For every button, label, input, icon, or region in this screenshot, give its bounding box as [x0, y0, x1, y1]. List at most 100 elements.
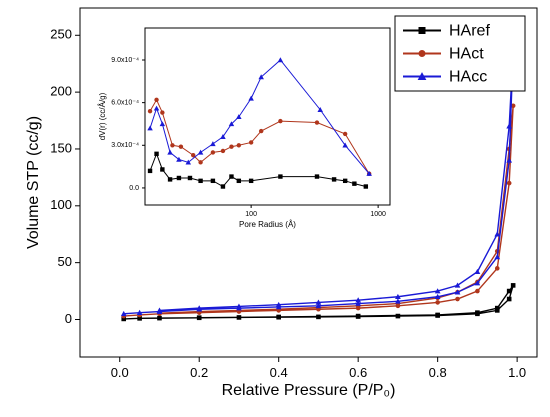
- marker: [352, 181, 357, 186]
- y-tick-label: 150: [50, 140, 72, 155]
- marker: [395, 298, 401, 304]
- marker: [160, 167, 165, 172]
- y-tick-label: 250: [50, 27, 72, 42]
- marker: [434, 288, 441, 294]
- marker: [160, 110, 165, 115]
- marker: [157, 315, 162, 321]
- marker: [474, 280, 481, 286]
- marker: [210, 178, 216, 184]
- y-axis-title: dV(r) (cc/Å/g): [98, 92, 107, 140]
- y-tick-label: 3.0x10⁻⁴: [111, 142, 139, 149]
- marker: [276, 314, 281, 320]
- marker: [434, 293, 441, 300]
- marker: [153, 105, 160, 111]
- marker: [210, 150, 216, 155]
- marker: [178, 144, 184, 149]
- legend-label: HAct: [449, 46, 484, 63]
- y-tick-label: 200: [50, 84, 72, 99]
- marker: [494, 231, 501, 237]
- marker: [248, 178, 254, 184]
- y-tick-label: 6.0x10⁻⁴: [111, 99, 139, 106]
- marker: [258, 128, 264, 134]
- marker: [278, 174, 283, 179]
- legend-label: HAcc: [449, 69, 487, 86]
- marker: [317, 106, 323, 112]
- marker: [159, 121, 166, 127]
- marker: [506, 180, 512, 186]
- marker: [366, 170, 372, 176]
- marker: [156, 307, 163, 313]
- marker: [275, 301, 282, 308]
- marker: [210, 141, 216, 147]
- marker: [454, 289, 461, 295]
- marker: [229, 144, 234, 149]
- marker: [475, 310, 480, 315]
- marker: [315, 299, 322, 305]
- x-tick-label: 0.2: [190, 365, 208, 380]
- marker: [395, 313, 401, 319]
- marker: [510, 283, 516, 288]
- marker: [506, 157, 513, 163]
- marker: [228, 121, 235, 127]
- marker: [435, 312, 440, 318]
- marker: [278, 118, 283, 124]
- marker: [198, 160, 203, 165]
- marker: [196, 315, 202, 320]
- x-tick-label: 100: [245, 211, 257, 218]
- legend-label: HAref: [449, 23, 490, 40]
- marker: [154, 151, 159, 157]
- marker: [455, 296, 460, 302]
- marker: [136, 309, 143, 315]
- marker: [147, 108, 153, 114]
- marker: [197, 149, 204, 155]
- marker: [418, 50, 426, 57]
- marker: [147, 125, 153, 131]
- marker: [258, 74, 264, 80]
- marker: [176, 156, 182, 162]
- marker: [314, 120, 320, 125]
- marker: [418, 27, 426, 34]
- marker: [185, 159, 192, 165]
- marker: [229, 174, 234, 179]
- marker: [342, 142, 348, 148]
- marker: [236, 315, 242, 320]
- marker: [395, 293, 401, 300]
- marker: [196, 305, 203, 311]
- marker: [494, 305, 500, 311]
- marker: [176, 175, 182, 181]
- x-tick-label: 1000: [370, 211, 386, 218]
- marker: [342, 178, 348, 184]
- y-tick-label: 100: [50, 197, 72, 212]
- marker: [167, 149, 173, 155]
- marker: [506, 123, 513, 129]
- plot-frame: [144, 27, 391, 206]
- y-tick-label: 0.0: [129, 185, 139, 192]
- y-axis-title: Volume STP (cc/g): [25, 116, 42, 249]
- marker: [355, 297, 362, 303]
- x-tick-label: 1.0: [508, 365, 526, 380]
- x-tick-label: 0.6: [349, 365, 367, 380]
- x-tick-label: 0.0: [111, 365, 129, 380]
- marker: [220, 184, 226, 189]
- marker: [316, 314, 321, 320]
- marker: [191, 153, 196, 158]
- marker: [277, 57, 284, 63]
- marker: [355, 313, 361, 319]
- marker: [474, 268, 481, 275]
- marker: [475, 288, 480, 294]
- y-tick-label: 50: [58, 254, 72, 269]
- marker: [187, 175, 193, 181]
- marker: [435, 300, 440, 305]
- marker: [355, 300, 362, 306]
- marker: [220, 134, 226, 139]
- marker: [120, 310, 127, 317]
- marker: [248, 95, 254, 101]
- marker: [198, 178, 203, 184]
- marker: [167, 177, 173, 182]
- marker: [510, 103, 516, 109]
- marker: [236, 178, 242, 184]
- marker: [137, 316, 142, 321]
- y-tick-label: 9.0x10⁻⁴: [111, 57, 139, 64]
- marker: [454, 282, 461, 288]
